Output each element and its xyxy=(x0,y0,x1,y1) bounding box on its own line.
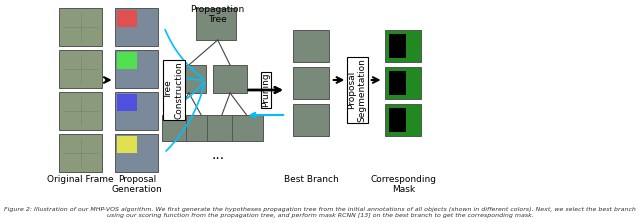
FancyBboxPatch shape xyxy=(60,50,102,88)
Text: Figure 2: Illustration of our MHP-VOS algorithm. We first generate the hypothese: Figure 2: Illustration of our MHP-VOS al… xyxy=(4,207,636,218)
FancyBboxPatch shape xyxy=(115,50,158,88)
FancyBboxPatch shape xyxy=(115,134,158,172)
FancyBboxPatch shape xyxy=(117,94,137,111)
FancyBboxPatch shape xyxy=(186,115,218,141)
FancyBboxPatch shape xyxy=(60,134,102,172)
FancyBboxPatch shape xyxy=(389,71,406,95)
FancyBboxPatch shape xyxy=(162,115,193,141)
FancyBboxPatch shape xyxy=(292,30,329,62)
FancyBboxPatch shape xyxy=(385,67,422,99)
Text: ...: ... xyxy=(211,148,224,162)
Text: Original Frame: Original Frame xyxy=(47,175,114,184)
FancyBboxPatch shape xyxy=(115,92,158,130)
FancyBboxPatch shape xyxy=(60,8,102,46)
Text: Pruning: Pruning xyxy=(262,73,271,107)
FancyBboxPatch shape xyxy=(60,92,102,130)
FancyBboxPatch shape xyxy=(115,8,158,46)
FancyBboxPatch shape xyxy=(292,67,329,99)
FancyBboxPatch shape xyxy=(117,52,137,69)
Text: Best Branch: Best Branch xyxy=(284,175,339,184)
Text: Tree
Construction: Tree Construction xyxy=(164,61,184,119)
FancyBboxPatch shape xyxy=(292,104,329,136)
FancyBboxPatch shape xyxy=(117,10,137,27)
FancyBboxPatch shape xyxy=(172,65,206,93)
FancyBboxPatch shape xyxy=(196,8,236,40)
FancyBboxPatch shape xyxy=(389,34,406,58)
Text: Proposal
Segmentation: Proposal Segmentation xyxy=(348,58,367,122)
Text: Proposal
Generation: Proposal Generation xyxy=(111,175,162,194)
FancyBboxPatch shape xyxy=(232,115,263,141)
FancyBboxPatch shape xyxy=(207,115,238,141)
FancyBboxPatch shape xyxy=(212,65,248,93)
Text: Corresponding
Mask: Corresponding Mask xyxy=(371,175,436,194)
FancyBboxPatch shape xyxy=(385,30,422,62)
Text: Propagation
Tree: Propagation Tree xyxy=(191,5,245,24)
FancyBboxPatch shape xyxy=(117,136,137,153)
FancyBboxPatch shape xyxy=(389,108,406,132)
FancyBboxPatch shape xyxy=(385,104,422,136)
